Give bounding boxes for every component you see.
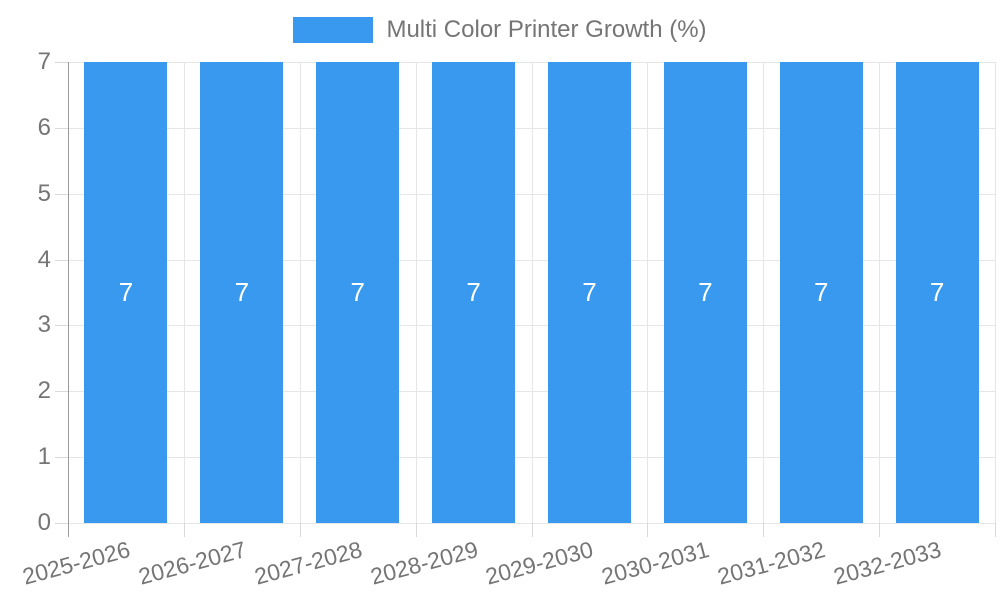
y-tick-label: 4 xyxy=(37,245,51,273)
bar[interactable]: 7 xyxy=(547,62,631,523)
bar-value-label: 7 xyxy=(582,277,597,307)
bar[interactable]: 7 xyxy=(432,62,516,523)
y-tick-mark xyxy=(55,391,68,393)
gridline xyxy=(763,62,765,523)
bar-value-label: 7 xyxy=(929,277,945,307)
y-tick-label: 2 xyxy=(37,377,51,405)
bar-value-label: 7 xyxy=(466,277,481,307)
y-tick-label: 7 xyxy=(37,48,51,75)
bar[interactable]: 7 xyxy=(84,62,168,523)
y-tick-mark xyxy=(55,457,68,459)
bar[interactable]: 7 xyxy=(895,62,979,523)
y-tick-mark xyxy=(55,62,68,63)
gridline xyxy=(995,62,996,523)
bar-value-label: 7 xyxy=(350,277,365,307)
gridline xyxy=(647,62,649,523)
y-tick-label: 0 xyxy=(37,509,51,536)
x-tick-mark xyxy=(995,523,996,537)
gridline xyxy=(183,62,185,523)
bar-value-label: 7 xyxy=(234,277,250,307)
gridline xyxy=(879,62,881,523)
bar[interactable]: 7 xyxy=(663,62,747,523)
legend-swatch-icon xyxy=(293,17,374,43)
x-tick-mark xyxy=(531,523,533,537)
y-tick-mark xyxy=(55,325,68,327)
gridline xyxy=(531,62,533,523)
y-tick-label: 1 xyxy=(37,443,51,471)
y-tick-mark xyxy=(55,523,68,524)
bar-value-label: 7 xyxy=(698,277,713,307)
gridline xyxy=(415,62,417,523)
y-tick-mark xyxy=(55,127,68,129)
y-tick-mark xyxy=(55,259,68,261)
y-tick-mark xyxy=(55,193,68,195)
x-tick-mark xyxy=(879,523,881,537)
y-axis-line xyxy=(68,62,69,537)
x-tick-mark xyxy=(415,523,417,537)
x-tick-mark xyxy=(647,523,649,537)
bar-value-label: 7 xyxy=(813,277,829,307)
y-tick-label: 3 xyxy=(37,311,51,339)
bar-value-label: 7 xyxy=(118,277,134,307)
x-tick-mark xyxy=(183,523,185,537)
bar[interactable]: 7 xyxy=(200,62,284,523)
y-tick-label: 6 xyxy=(37,113,51,141)
legend-label: Multi Color Printer Growth (%) xyxy=(386,16,707,43)
bar[interactable]: 7 xyxy=(316,62,400,523)
legend-item[interactable]: Multi Color Printer Growth (%) xyxy=(0,16,1000,44)
x-tick-mark xyxy=(763,523,765,537)
gridline xyxy=(299,62,301,523)
y-tick-label: 5 xyxy=(37,179,51,207)
bar[interactable]: 7 xyxy=(779,62,863,523)
x-tick-mark xyxy=(299,523,301,537)
